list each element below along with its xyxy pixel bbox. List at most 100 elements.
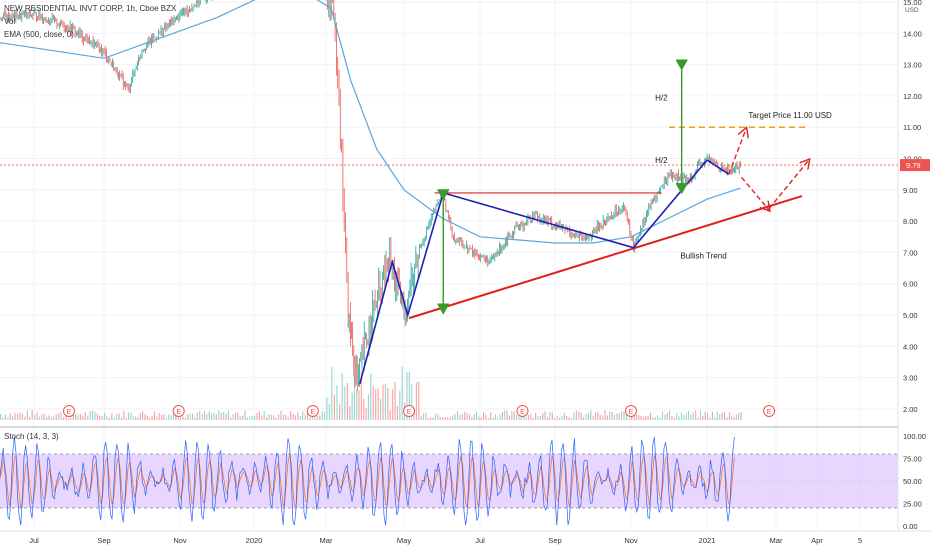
forecast-arrow-up[interactable] bbox=[728, 129, 746, 175]
volume-bar bbox=[532, 417, 534, 420]
volume-bar bbox=[387, 387, 389, 420]
volume-bar bbox=[432, 417, 434, 420]
volume-bar bbox=[29, 417, 31, 420]
volume-bar bbox=[594, 412, 597, 420]
volume-bar bbox=[21, 413, 24, 420]
volume-bar bbox=[642, 416, 645, 420]
volume-bar bbox=[65, 414, 67, 420]
ema-legend: EMA (500, close, 0) bbox=[4, 30, 74, 39]
volume-bar bbox=[58, 413, 60, 420]
volume-bar bbox=[537, 416, 539, 420]
volume-bar bbox=[17, 414, 19, 420]
label-h-half-bottom: H/2 bbox=[655, 156, 668, 165]
volume-bar bbox=[707, 412, 709, 420]
volume-bar bbox=[177, 417, 179, 420]
volume-bar bbox=[135, 416, 137, 420]
volume-bar bbox=[125, 417, 127, 420]
volume-bar bbox=[191, 413, 194, 420]
volume-bar bbox=[263, 410, 265, 420]
bullish-trendline[interactable] bbox=[408, 195, 803, 320]
volume-bar bbox=[444, 416, 446, 420]
volume-bar bbox=[196, 412, 198, 420]
volume-bar bbox=[392, 389, 394, 420]
volume-bar bbox=[573, 412, 575, 420]
volume-bar bbox=[77, 414, 79, 420]
price-tick-label: 10.00 bbox=[903, 155, 922, 164]
volume-bar bbox=[527, 414, 530, 420]
volume-bar bbox=[319, 415, 321, 420]
volume-bar bbox=[599, 414, 601, 420]
volume-bar bbox=[697, 417, 699, 420]
volume-bar bbox=[570, 417, 573, 420]
volume-bar bbox=[321, 410, 323, 420]
time-axis[interactable]: Jul Sep Nov 2020 Mar May Jul Sep Nov 2021 Mar Apr 5 bbox=[0, 530, 932, 550]
volume-bar bbox=[666, 412, 668, 420]
volume-bar bbox=[294, 415, 297, 420]
volume-bar bbox=[220, 412, 222, 420]
earnings-label: E bbox=[310, 409, 315, 416]
volume-bar bbox=[184, 417, 186, 420]
volume-bar bbox=[454, 414, 456, 420]
volume-bar bbox=[144, 414, 146, 420]
stoch-axis[interactable]: 100.00 75.00 50.00 25.00 0.00 bbox=[903, 432, 926, 531]
price-tick-label: 3.00 bbox=[903, 374, 918, 383]
stoch-k-line bbox=[0, 436, 735, 526]
volume-bar bbox=[108, 417, 111, 420]
earnings-marker[interactable]: E bbox=[306, 405, 319, 417]
earnings-marker[interactable]: E bbox=[63, 405, 75, 417]
volume-bar bbox=[132, 416, 134, 420]
earnings-marker[interactable]: E bbox=[625, 405, 637, 417]
volume-bar bbox=[590, 410, 592, 420]
volume-bar bbox=[726, 416, 728, 420]
forecast-arrow-up-2[interactable] bbox=[768, 160, 809, 210]
volume-bar bbox=[9, 413, 11, 420]
volume-bar bbox=[437, 413, 439, 420]
earnings-marker[interactable]: E bbox=[403, 405, 416, 417]
earnings-marker[interactable]: E bbox=[172, 405, 185, 417]
volume-bar bbox=[333, 394, 335, 420]
price-candles bbox=[0, 0, 741, 392]
volume-bar bbox=[280, 410, 282, 420]
volume-bar bbox=[43, 413, 45, 420]
volume-bar bbox=[389, 409, 391, 420]
drawing-annotations[interactable]: H/2 H/2 Target Price 11.00 USD Bullish Tren… bbox=[0, 68, 898, 385]
stoch-pane[interactable] bbox=[0, 436, 898, 526]
time-tick-label: Jul bbox=[475, 536, 485, 545]
earnings-marker[interactable]: E bbox=[763, 405, 776, 417]
volume-bar bbox=[142, 411, 144, 420]
volume-bar bbox=[504, 410, 506, 420]
volume-bar bbox=[165, 417, 167, 420]
volume-bar bbox=[326, 397, 328, 420]
forecast-arrow-down[interactable] bbox=[740, 176, 770, 210]
volume-bar bbox=[365, 407, 367, 420]
volume-bar bbox=[201, 414, 203, 420]
volume-bar bbox=[542, 412, 544, 420]
volume-bar bbox=[53, 416, 55, 420]
volume-bar bbox=[309, 417, 311, 420]
earnings-marker[interactable]: E bbox=[516, 405, 529, 417]
volume-bar bbox=[137, 417, 139, 420]
volume-bar bbox=[328, 404, 330, 420]
volume-bar bbox=[323, 411, 326, 420]
volume-bar bbox=[161, 414, 163, 420]
price-axis[interactable]: 15.00 14.00 13.00 12.00 11.00 10.00 9.00 8.00 7.… bbox=[897, 0, 932, 550]
price-pane[interactable]: H/2 H/2 Target Price 11.00 USD Bullish Tren… bbox=[0, 0, 898, 530]
volume-bar bbox=[711, 411, 714, 420]
volume-bar bbox=[669, 410, 671, 420]
volume-bar bbox=[336, 384, 338, 420]
stoch-tick-label: 75.00 bbox=[903, 455, 922, 464]
volume-bar bbox=[36, 412, 38, 420]
volume-bar bbox=[187, 414, 189, 420]
volume-bar bbox=[304, 414, 306, 420]
volume-bars bbox=[0, 366, 742, 420]
volume-bar bbox=[673, 417, 675, 420]
volume-bar bbox=[67, 417, 69, 420]
volume-bar bbox=[611, 411, 613, 420]
volume-bar bbox=[485, 414, 487, 420]
volume-bar bbox=[213, 412, 215, 420]
volume-bar bbox=[716, 411, 718, 420]
volume-bar bbox=[14, 412, 16, 420]
volume-bar bbox=[723, 412, 726, 420]
